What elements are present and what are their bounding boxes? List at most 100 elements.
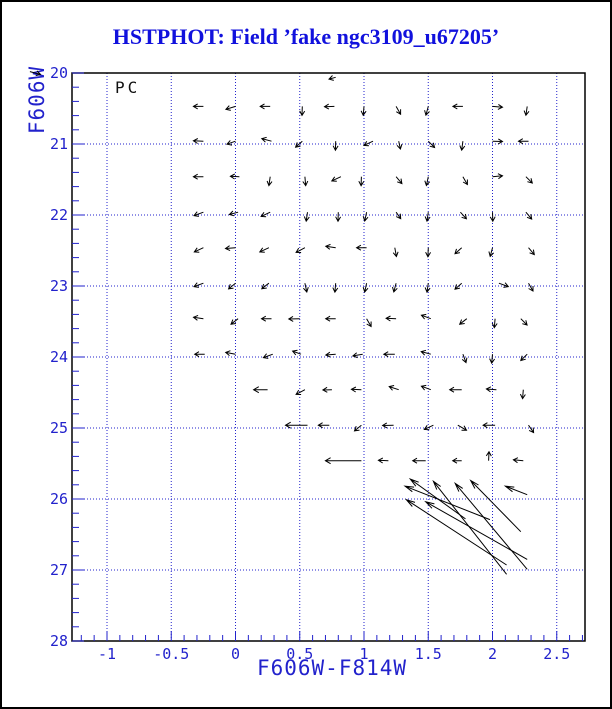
y-tick-label: 21 — [50, 135, 68, 153]
vector-arrow — [395, 176, 403, 185]
long-vector-arrow — [469, 479, 522, 533]
long-vector-arrow — [404, 498, 507, 566]
vector-arrow — [396, 141, 403, 150]
vector-arrow — [485, 386, 497, 393]
vector-arrow — [528, 282, 534, 292]
vector-arrow — [395, 106, 402, 116]
vector-arrow — [362, 283, 369, 294]
vector-arrow — [230, 318, 239, 325]
vector-arrow — [388, 385, 399, 391]
vector-arrow — [459, 141, 466, 152]
y-tick-label: 28 — [50, 632, 68, 650]
vector-arrow — [295, 247, 306, 253]
vector-arrow — [226, 140, 236, 146]
vector-arrow — [362, 212, 369, 223]
y-tick-label: 26 — [50, 490, 68, 508]
vector-arrow — [324, 243, 336, 250]
vector-arrow — [351, 352, 363, 359]
vector-arrow — [266, 176, 273, 187]
detector-annotation: PC — [115, 78, 141, 97]
vector-arrow — [424, 176, 431, 187]
x-tick-label: 0.5 — [286, 645, 313, 663]
vector-arrow — [362, 140, 374, 147]
vector-arrow — [229, 173, 240, 180]
vector-arrow — [382, 351, 395, 358]
vector-arrow — [328, 75, 336, 81]
vector-arrow — [525, 176, 534, 184]
x-tick-label: 0 — [231, 645, 240, 663]
long-vector-arrow — [432, 479, 507, 575]
vector-arrow — [519, 389, 526, 400]
x-tick-label: -0.5 — [153, 645, 189, 663]
vector-arrow — [461, 354, 468, 364]
vector-arrow — [458, 318, 468, 325]
vector-arrow — [420, 384, 431, 391]
vector-arrow — [192, 314, 204, 321]
x-tick-label: 1 — [359, 645, 368, 663]
long-vector-arrow — [454, 482, 528, 570]
vector-arrow — [525, 211, 533, 220]
vector-arrow — [295, 389, 306, 395]
vector-arrow — [29, 70, 42, 77]
y-tick-label: 22 — [50, 206, 68, 224]
long-vector-arrow — [403, 485, 491, 521]
vector-arrow — [423, 424, 434, 431]
vector-arrow — [317, 422, 330, 429]
vector-arrow — [358, 176, 365, 187]
vector-arrow — [451, 103, 463, 110]
vector-arrow — [489, 354, 496, 365]
vector-arrow — [424, 106, 430, 117]
vector-arrow — [294, 140, 303, 148]
y-tick-label: 23 — [50, 277, 68, 295]
vector-arrow — [324, 351, 336, 358]
vector-arrow — [192, 173, 204, 180]
vector-arrow — [193, 247, 204, 253]
axes-frame — [71, 72, 586, 642]
vector-arrow — [332, 283, 339, 294]
vector-arrow — [462, 176, 468, 186]
vector-arrow — [377, 457, 389, 464]
vector-arrow — [192, 138, 204, 144]
vector-arrow — [512, 457, 524, 464]
vector-arrow — [492, 103, 504, 110]
vector-arrow — [366, 318, 372, 328]
vector-arrow — [302, 176, 309, 187]
vector-arrow — [492, 138, 504, 145]
vector-arrow — [420, 313, 431, 320]
vector-arrow — [523, 106, 530, 117]
vector-arrow — [324, 315, 336, 322]
vector-arrow — [284, 421, 308, 429]
vector-arrow — [448, 386, 462, 393]
x-axis-label: F606W-F814W — [256, 656, 408, 680]
vector-arrow — [332, 141, 339, 152]
vector-arrow — [324, 457, 362, 465]
vector-arrow — [385, 315, 397, 322]
vector-arrow — [451, 457, 462, 464]
x-tick-label: 2.5 — [543, 645, 570, 663]
vector-arrow — [517, 138, 529, 145]
vector-arrow — [224, 350, 236, 356]
vector-arrow — [350, 386, 362, 393]
vector-arrow — [321, 386, 332, 393]
vector-arrow — [392, 283, 398, 293]
long-vector-arrow — [503, 485, 528, 496]
vector-arrow — [193, 282, 204, 288]
vector-arrow — [528, 424, 535, 434]
vector-arrow — [454, 282, 463, 290]
vector-arrow — [262, 353, 273, 359]
vector-arrow — [193, 351, 205, 358]
vector-arrow — [488, 247, 495, 258]
vector-arrow — [392, 247, 399, 258]
vector-arrow — [193, 211, 204, 217]
vector-arrow — [287, 315, 300, 322]
plot-title: HSTPHOT: Field ’fake ngc3109_u67205’ — [112, 24, 500, 49]
vector-arrow — [360, 106, 367, 117]
vector-arrow — [303, 212, 310, 223]
vector-arrow — [489, 212, 496, 223]
vector-arrow — [454, 247, 463, 255]
vector-arrow — [498, 282, 510, 288]
vector-arrow — [299, 106, 306, 117]
vector-arrow — [353, 424, 362, 432]
